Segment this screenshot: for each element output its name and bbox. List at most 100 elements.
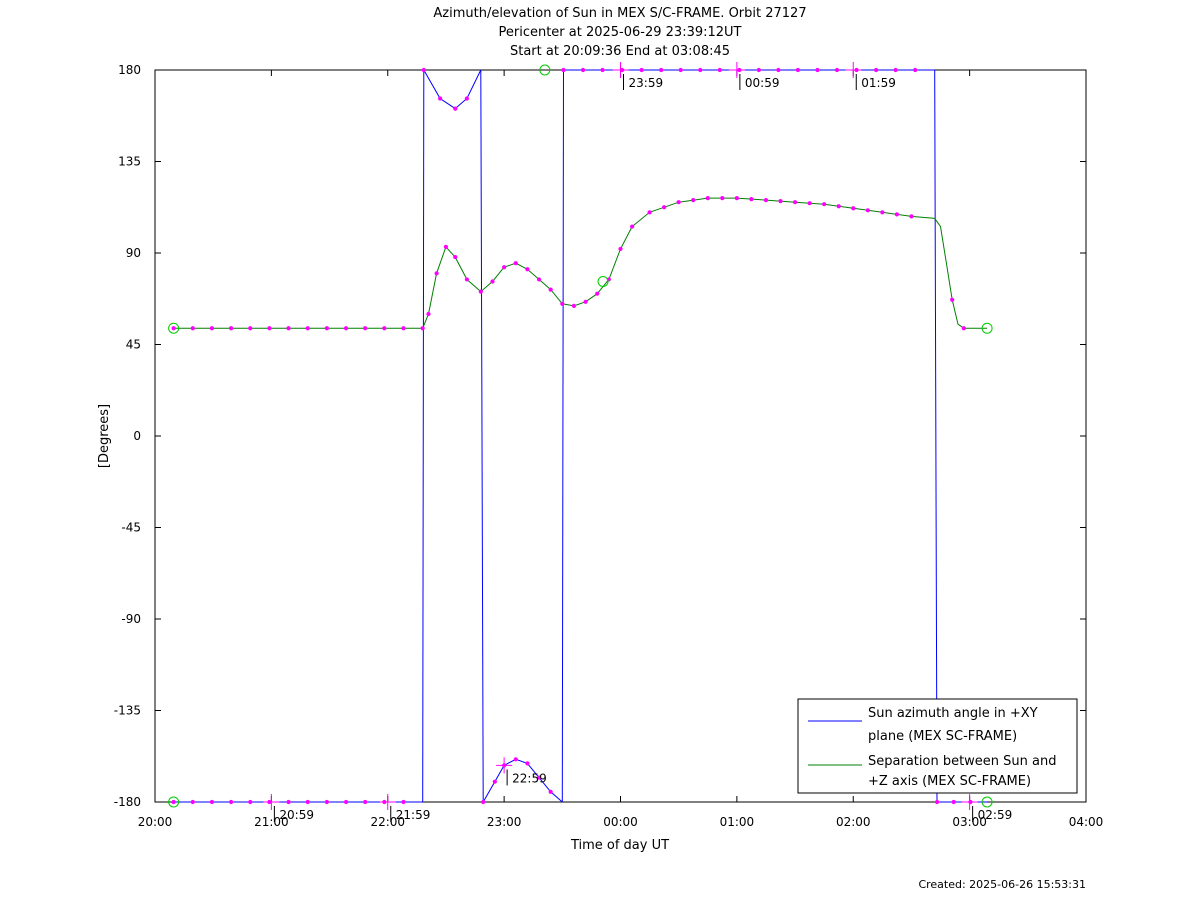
separation-marker-dot [618,246,623,252]
azimuth-segment-4 [482,758,563,803]
azimuth-marker-dot [513,757,518,762]
x-tick-label-7: 03:00 [952,815,987,829]
azimuth-marker-dot [951,799,956,805]
separation-marker-dot [490,279,495,284]
separation-marker-dot [950,297,955,302]
chart-title-group: Azimuth/elevation of Sun in MEX S/C-FRAM… [433,6,806,59]
separation-marker-dot [536,277,542,282]
azimuth-marker-dot [248,799,253,805]
y-tick-label-3: 45 [126,338,141,352]
separation-marker-dot [363,326,368,331]
separation-marker-dot [228,326,234,331]
separation-marker-dot [453,254,458,260]
separation-marker-dot [525,267,530,272]
legend: Sun azimuth angle in +XY plane (MEX SC-F… [797,698,1078,794]
azimuth-segment-2 [423,69,482,110]
created-timestamp: Created: 2025-06-26 15:53:31 [918,878,1086,891]
azimuth-marker-dot [401,799,406,805]
azimuth-marker-dot [776,67,781,73]
azimuth-marker-dot [525,761,530,766]
separation-marker-dot [420,326,425,331]
separation-marker-dot [382,326,387,331]
y-tick-label-7: -135 [114,704,141,718]
x-tick-label-1: 21:00 [254,815,289,829]
separation-marker-dot [851,206,856,211]
y-tick-label-8: -180 [114,795,141,809]
separation-marker-dot [443,244,449,249]
azimuth-marker-dot [561,67,566,73]
separation-marker-dot [865,208,870,213]
annotation-label-0: 20:59 [279,808,314,822]
x-axis-label: Time of day UT [570,838,669,853]
plot-area-frame [154,69,1087,803]
annotation-label-2: 22:59 [512,771,547,785]
y-axis-label: [Degrees] [97,404,112,468]
separation-marker-dot [734,196,739,201]
azimuth-segment-3 [480,69,484,803]
x-tick-label-0: 20:00 [138,815,173,829]
separation-marker-dot [478,289,483,294]
legend-label-separation-line1: Separation between Sun and [868,754,1056,769]
separation-marker-dot [676,200,681,205]
azimuth-marker-dot [756,67,761,73]
x-tick-label-4: 00:00 [603,815,638,829]
endpoint-circle-1 [168,796,180,808]
x-tick-label-8: 04:00 [1069,815,1104,829]
azimuth-segment-1 [422,69,425,803]
azimuth-marker-dot [698,67,703,73]
separation-marker-dot [513,261,518,266]
azimuth-marker-dot [481,799,486,805]
separation-marker-dot [401,326,406,331]
azimuth-marker-dot [659,67,664,73]
separation-marker-dot [267,326,272,331]
azimuth-marker-dot [873,67,879,73]
legend-label-azimuth-line2: plane (MEX SC-FRAME) [868,729,1017,744]
azimuth-marker-dot [639,67,644,73]
point-markers [168,64,993,808]
separation-marker-dot [426,311,431,317]
separation-marker-dot [807,201,812,206]
y-tick-label-6: -90 [121,612,141,626]
x-tick-label-3: 23:00 [487,815,522,829]
separation-marker-dot [836,204,841,209]
separation-marker-dot [691,198,696,203]
azimuth-marker-dot [464,96,469,101]
azimuth-marker-dot [421,67,426,73]
separation-marker-dot [548,287,553,292]
endpoint-circle-0 [168,322,180,334]
y-tick-label-2: 90 [126,246,141,260]
endpoint-circle-3 [597,275,609,287]
separation-marker-dot [961,326,966,331]
azimuth-marker-dot [324,799,329,805]
axis-ticks [154,69,1087,803]
azimuth-marker-dot [492,779,497,784]
azimuth-marker-dot [548,789,553,794]
endpoint-circle-2 [539,64,551,76]
axis-tick-labels: 20:00 21:00 22:00 23:00 00:00 01:00 02:00 03:00… [114,63,1104,829]
separation-marker-dot [763,198,769,203]
separation-marker-dot [571,303,577,308]
separation-marker-dot [343,326,349,331]
annotation-label-6: 02:59 [978,808,1013,822]
separation-marker-dot [880,210,885,215]
separation-marker-dot [560,301,565,306]
azimuth-marker-dot [171,799,176,805]
separation-marker-dot [647,210,652,215]
separation-marker-dot [171,326,176,331]
separation-marker-dot [822,202,827,207]
separation-marker-dot [630,224,635,229]
chart-subtitle-start-end: Start at 20:09:36 End at 03:08:45 [510,44,730,59]
azimuth-marker-dot [453,106,458,111]
separation-marker-dot [749,197,754,202]
chart-subtitle-pericenter: Pericenter at 2025-06-29 23:39:12UT [498,25,741,40]
separation-marker-dot [705,196,710,201]
azimuth-marker-dot [678,67,683,73]
separation-marker-dot [286,326,291,331]
azimuth-marker-dot [363,799,368,805]
separation-marker-dot [434,271,439,276]
azimuth-marker-dot [893,67,898,73]
separation-marker-dot [792,200,798,205]
x-tick-label-6: 02:00 [836,815,871,829]
separation-marker-dot [894,212,899,217]
